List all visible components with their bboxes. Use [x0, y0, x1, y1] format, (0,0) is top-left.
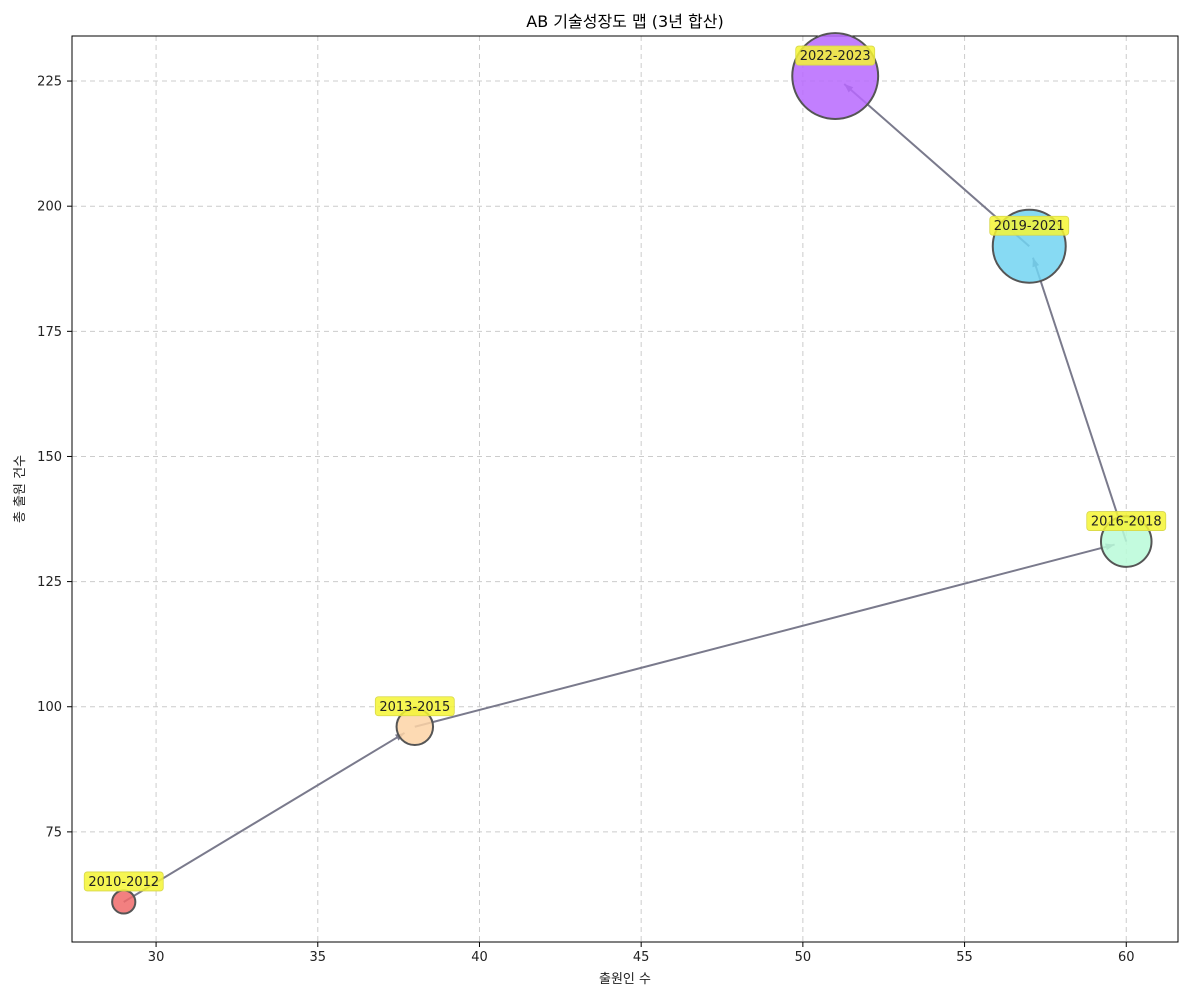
y-tick-label: 125	[37, 575, 62, 590]
bubbles	[112, 33, 1151, 913]
x-tick-label: 40	[471, 950, 488, 965]
point-label: 2013-2015	[379, 700, 450, 715]
y-tick-label: 100	[37, 700, 62, 715]
point-label: 2019-2021	[994, 219, 1065, 234]
x-tick-label: 45	[633, 950, 650, 965]
trajectory-arrow-line	[124, 733, 405, 902]
bubble-2010-2012	[112, 890, 135, 913]
chart-title: AB 기술성장도 맵 (3년 합산)	[526, 12, 723, 31]
x-tick-label: 35	[310, 950, 327, 965]
trajectory-arrow-line	[415, 545, 1115, 727]
grid-lines	[72, 36, 1178, 942]
point-label: 2022-2023	[800, 49, 871, 64]
y-tick-label: 225	[37, 75, 62, 90]
x-tick-label: 55	[956, 950, 973, 965]
x-axis-label: 출원인 수	[599, 972, 651, 987]
x-tick-label: 50	[795, 950, 812, 965]
x-tick-label: 60	[1118, 950, 1135, 965]
y-tick-label: 200	[37, 200, 62, 215]
point-label: 2016-2018	[1091, 515, 1162, 530]
point-labels: 2010-2012 2013-2015 2016-2018 2019-2021 2022…	[84, 46, 1166, 891]
trajectory-arrow-line	[1033, 258, 1126, 542]
point-label: 2010-2012	[88, 875, 159, 890]
y-axis-label: 총 출원 건수	[13, 455, 28, 523]
plot-frame	[72, 36, 1178, 942]
y-tick-label: 75	[45, 825, 62, 840]
y-tick-label: 175	[37, 325, 62, 340]
y-tick-label: 150	[37, 450, 62, 465]
x-tick-label: 30	[148, 950, 165, 965]
